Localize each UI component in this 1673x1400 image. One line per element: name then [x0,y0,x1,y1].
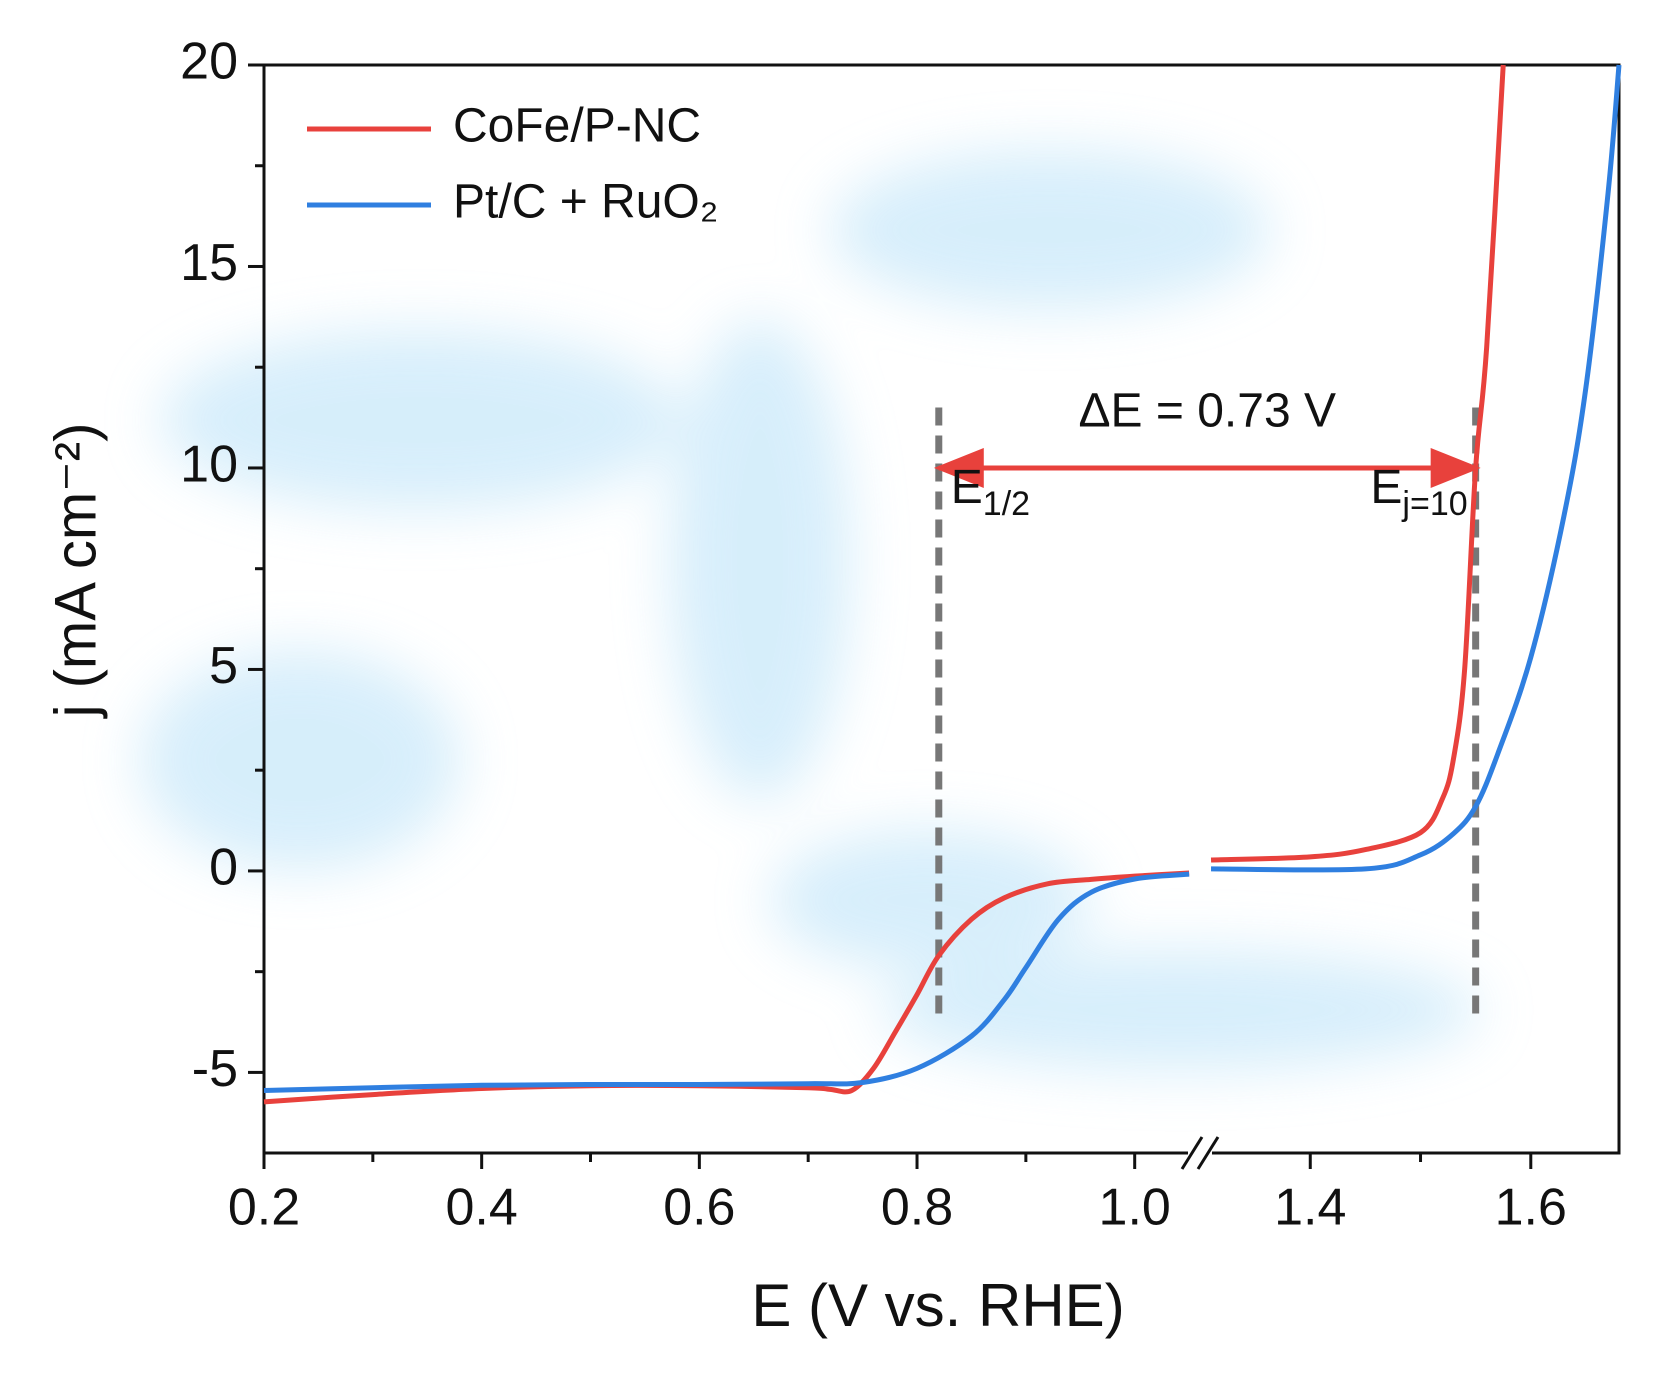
x-tick-label: 0.2 [228,1179,300,1237]
x-tick-label: 1.6 [1495,1179,1567,1237]
marker-label-sub: 1/2 [983,485,1030,523]
plot-frame [262,63,1621,1155]
legend-label: CoFe/P-NC [453,100,701,153]
y-tick-label: 5 [209,637,238,695]
axis-break-mark [1196,1136,1220,1170]
delta-label: ΔE = 0.73 V [1078,385,1336,438]
y-tick-label: 20 [180,33,238,91]
axis-break-mark [1180,1136,1204,1170]
x-tick-label: 1.4 [1274,1179,1346,1237]
y-tick-label: 10 [180,436,238,494]
marker-label-sub: j=10 [1401,485,1467,523]
x-tick-label: 0.8 [881,1179,953,1237]
marker-label-main: E [951,461,983,514]
marker-label: E1/2 [951,461,1030,523]
legend-label: Pt/C + RuO₂ [453,176,718,229]
y-tick-label: 15 [180,234,238,292]
series-line [263,64,1622,1094]
x-axis-label: E (V vs. RHE) [751,1272,1124,1339]
x-tick-label: 1.0 [1099,1179,1171,1237]
y-tick-label: -5 [192,1040,238,1098]
background-decoration [140,150,1480,1070]
marker-label-main: E [1370,461,1402,514]
y-axis-label: j (mA cm⁻²) [43,423,108,720]
x-tick-label: 0.6 [663,1179,735,1237]
y-tick-label: 0 [209,839,238,897]
marker-label: Ej=10 [1370,461,1467,523]
x-tick-label: 0.4 [446,1179,518,1237]
